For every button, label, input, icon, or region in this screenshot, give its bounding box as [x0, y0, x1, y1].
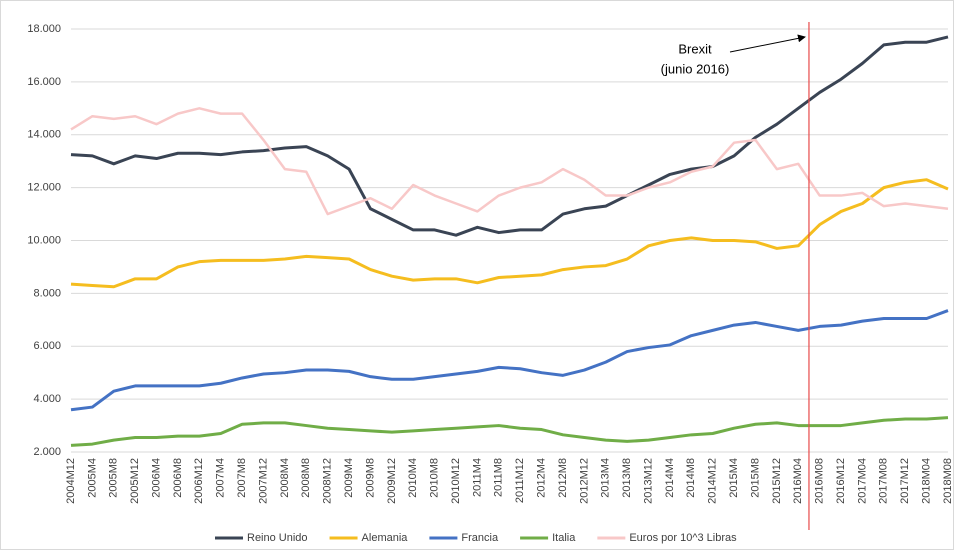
x-tick-label: 2012M12: [578, 458, 590, 504]
x-tick-label: 2005M4: [86, 458, 98, 498]
series-line: [70, 416, 949, 447]
x-tick-label: 2014M12: [707, 458, 719, 504]
x-tick-label: 2013M8: [621, 458, 633, 498]
x-tick-label: 2010M12: [450, 458, 462, 504]
x-tick-label: 2014M8: [685, 458, 697, 498]
x-tick-label: 2008M12: [322, 458, 334, 504]
x-tick-label: 2012M8: [557, 458, 569, 498]
x-tick-label: 2011M8: [493, 458, 505, 497]
x-tick-label: 2017M08: [878, 458, 890, 504]
x-tick-label: 2013M12: [642, 458, 654, 504]
x-tick-label: 2007M4: [215, 458, 227, 498]
x-tick-label: 2008M4: [279, 458, 291, 498]
x-tick-label: 2006M8: [172, 458, 184, 498]
x-tick-label: 2015M4: [728, 458, 740, 498]
legend-label: Reino Unido: [247, 532, 308, 544]
annotation: (junio 2016): [661, 61, 730, 76]
x-tick-label: 2007M12: [257, 458, 269, 504]
x-tick-label: 2014M4: [664, 458, 676, 498]
y-tick-label: 16.000: [27, 76, 61, 88]
series-line: [70, 35, 949, 237]
x-tick-label: 2010M4: [407, 458, 419, 498]
x-tick-label: 2013M4: [600, 458, 612, 498]
series-line: [70, 107, 949, 216]
legend-label: Francia: [461, 532, 499, 544]
x-tick-label: 2009M8: [364, 458, 376, 498]
annotation: Brexit: [678, 41, 712, 56]
x-tick-label: 2018M08: [942, 458, 954, 504]
legend-label: Italia: [552, 532, 576, 544]
x-tick-label: 2006M4: [150, 458, 162, 498]
x-tick-label: 2008M8: [300, 458, 312, 498]
y-tick-label: 6.000: [33, 340, 61, 352]
x-tick-label: 2007M8: [236, 458, 248, 498]
y-tick-label: 10.000: [27, 234, 61, 246]
legend-label: Alemania: [362, 532, 409, 544]
x-tick-label: 2011M4: [471, 458, 483, 497]
x-tick-label: 2016M04: [792, 458, 804, 504]
x-tick-label: 2004M12: [65, 458, 77, 504]
x-tick-label: 2009M12: [386, 458, 398, 504]
y-tick-label: 4.000: [33, 393, 61, 405]
x-tick-label: 2016M12: [835, 458, 847, 504]
x-tick-label: 2012M4: [535, 458, 547, 498]
x-tick-label: 2009M4: [343, 458, 355, 498]
x-tick-label: 2018M04: [921, 458, 933, 504]
series-line: [70, 309, 949, 412]
y-tick-label: 18.000: [27, 23, 61, 35]
x-tick-label: 2010M8: [429, 458, 441, 498]
annotation-arrow: [729, 34, 806, 53]
y-tick-label: 2.000: [33, 446, 61, 458]
x-tick-label: 2005M8: [108, 458, 120, 498]
y-tick-label: 12.000: [27, 182, 61, 194]
y-tick-label: 14.000: [27, 129, 61, 141]
x-tick-label: 2015M12: [771, 458, 783, 504]
x-tick-label: 2016M08: [814, 458, 826, 504]
series-line: [70, 178, 949, 289]
x-tick-label: 2006M12: [193, 458, 205, 504]
x-tick-label: 2017M04: [856, 458, 868, 504]
y-tick-label: 8.000: [33, 287, 61, 299]
x-tick-label: 2005M12: [129, 458, 141, 504]
x-tick-label: 2017M12: [899, 458, 911, 504]
x-tick-label: 2011M12: [514, 458, 526, 503]
legend-label: Euros por 10^3 Libras: [629, 532, 737, 544]
x-tick-label: 2015M8: [749, 458, 761, 498]
